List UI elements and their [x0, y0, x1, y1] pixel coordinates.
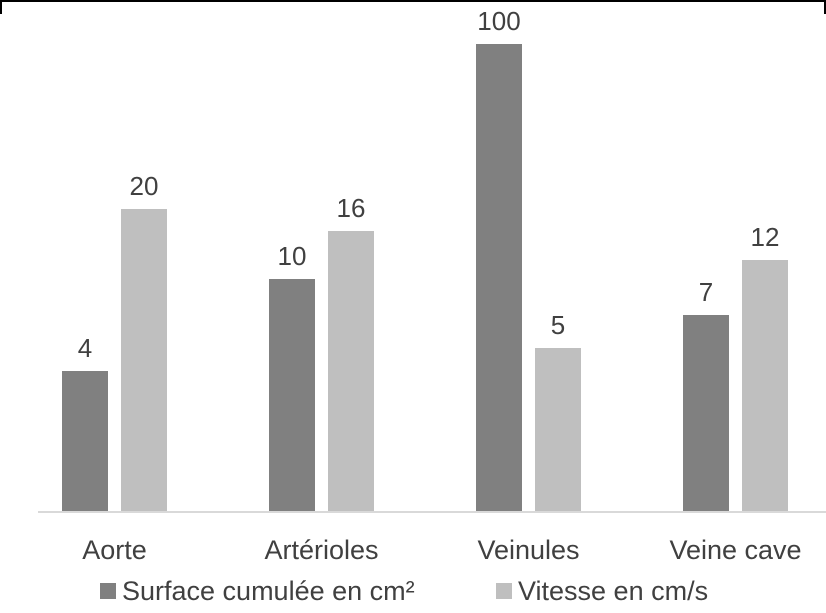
category-labels-group: Aorte Artérioles Veinules Veine cave	[82, 535, 801, 565]
bar-arterioles-series-1	[269, 279, 315, 512]
bar-veine-cave-series-1	[683, 315, 729, 512]
bar-veinules-series-2	[535, 348, 581, 512]
data-labels-group: 4 20 10 16 100 5 7 12	[78, 6, 780, 363]
legend-swatch-series-2	[496, 583, 512, 599]
legend-label-series-1: Surface cumulée en cm²	[122, 576, 415, 606]
legend: Surface cumulée en cm² Vitesse en cm/s	[100, 576, 708, 606]
data-label-veinules-series-1: 100	[477, 6, 520, 36]
bar-veinules-series-1	[476, 44, 522, 512]
x-tick-label-arterioles: Artérioles	[264, 535, 378, 565]
x-tick-label-veinules: Veinules	[477, 535, 579, 565]
bar-arterioles-series-2	[328, 231, 374, 512]
data-label-veine-cave-series-1: 7	[699, 277, 713, 307]
data-label-arterioles-series-1: 10	[278, 241, 307, 271]
data-label-aorte-series-1: 4	[78, 333, 92, 363]
bar-aorte-series-1	[62, 371, 108, 512]
legend-label-series-2: Vitesse en cm/s	[518, 576, 708, 606]
legend-swatch-series-1	[100, 583, 116, 599]
data-label-aorte-series-2: 20	[130, 171, 159, 201]
bar-aorte-series-2	[121, 209, 167, 512]
data-label-veine-cave-series-2: 12	[751, 222, 780, 252]
x-tick-label-aorte: Aorte	[82, 535, 147, 565]
bars-group	[62, 44, 788, 512]
data-label-arterioles-series-2: 16	[337, 193, 366, 223]
bar-veine-cave-series-2	[742, 260, 788, 512]
data-label-veinules-series-2: 5	[551, 310, 565, 340]
x-tick-label-veine-cave: Veine cave	[669, 535, 801, 565]
